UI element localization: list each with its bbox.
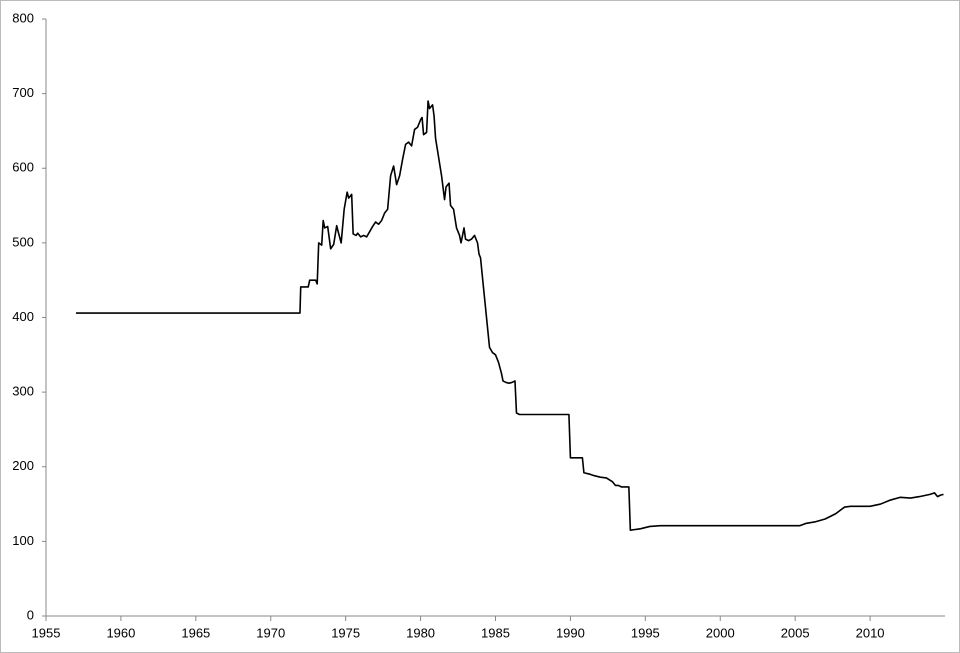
y-tick-label: 300	[12, 384, 34, 399]
y-tick-label: 200	[12, 458, 34, 473]
x-tick-label: 1980	[406, 625, 435, 640]
y-tick-label: 600	[12, 160, 34, 175]
x-tick-label: 1955	[32, 625, 61, 640]
y-tick-label: 0	[27, 607, 34, 622]
y-tick-label: 400	[12, 309, 34, 324]
data-line	[75, 100, 944, 531]
x-tick-label: 1975	[331, 625, 360, 640]
y-tick-label: 100	[12, 533, 34, 548]
x-tick-label: 1965	[181, 625, 210, 640]
x-tick-label: 1995	[631, 625, 660, 640]
x-tick-label: 1985	[481, 625, 510, 640]
y-tick-label: 500	[12, 234, 34, 249]
x-tick-label: 2000	[706, 625, 735, 640]
x-tick-label: 1990	[556, 625, 585, 640]
x-tick-label: 2010	[856, 625, 885, 640]
y-tick-label: 700	[12, 85, 34, 100]
x-tick-label: 1970	[256, 625, 285, 640]
x-tick-label: 2005	[781, 625, 810, 640]
x-tick-label: 1960	[106, 625, 135, 640]
y-tick-label: 800	[12, 10, 34, 25]
